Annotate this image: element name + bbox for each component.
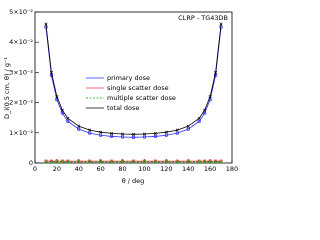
x-tick-label: 80 <box>118 165 126 173</box>
marker <box>109 159 114 164</box>
marker <box>142 135 147 139</box>
legend-label: multiple scatter dose <box>107 94 176 102</box>
marker <box>88 128 92 132</box>
chart: CLRP - TG43DB θ / deg D_i(0.5 cm, θ) / g… <box>3 8 238 185</box>
y-tick-label: 2×10⁻² <box>9 99 33 107</box>
y-tick-label: 3×10⁻² <box>9 68 33 76</box>
annotation: CLRP - TG43DB <box>178 14 228 22</box>
marker <box>65 159 70 164</box>
marker <box>88 131 92 135</box>
x-tick-label: 0 <box>33 165 37 173</box>
marker <box>202 111 207 115</box>
marker <box>142 159 147 164</box>
marker <box>55 159 59 164</box>
marker <box>109 134 114 139</box>
marker <box>219 22 223 26</box>
x-tick-label: 20 <box>53 165 61 173</box>
marker <box>197 119 201 123</box>
marker <box>213 159 218 164</box>
marker <box>121 132 125 136</box>
marker <box>131 135 136 139</box>
marker <box>77 127 81 131</box>
marker <box>76 159 81 164</box>
x-tick-label: 40 <box>75 165 83 173</box>
marker <box>60 111 65 115</box>
marker <box>44 159 48 164</box>
marker <box>153 134 158 139</box>
marker <box>164 130 168 134</box>
x-tick-label: 60 <box>97 165 105 173</box>
legend-box <box>82 72 170 116</box>
marker <box>142 132 146 136</box>
series-line <box>45 27 222 138</box>
y-tick-label: 4×10⁻² <box>9 38 33 46</box>
marker <box>120 135 125 139</box>
marker <box>175 128 179 132</box>
marker <box>186 127 190 131</box>
marker <box>164 133 168 137</box>
marker <box>98 159 103 164</box>
marker <box>202 159 207 164</box>
y-tick-label: 5×10⁻² <box>9 8 33 16</box>
marker <box>99 133 103 137</box>
marker <box>44 22 48 26</box>
marker <box>208 159 212 164</box>
marker <box>120 159 125 164</box>
marker <box>197 159 202 164</box>
x-tick-label: 160 <box>204 165 216 173</box>
marker <box>49 70 53 74</box>
marker <box>203 108 207 112</box>
marker <box>77 124 81 128</box>
marker <box>49 159 54 164</box>
marker <box>208 95 212 99</box>
marker <box>219 159 223 164</box>
marker <box>186 124 190 128</box>
marker <box>99 130 103 134</box>
x-tick-label: 100 <box>138 165 150 173</box>
marker <box>131 132 136 136</box>
marker <box>197 116 201 120</box>
marker <box>87 159 92 164</box>
y-tick-label: 0 <box>29 159 33 167</box>
marker <box>175 131 179 135</box>
marker <box>164 159 169 164</box>
legend-label: total dose <box>107 104 139 112</box>
marker <box>153 131 157 135</box>
marker <box>66 119 70 123</box>
marker <box>66 116 70 120</box>
x-tick-label: 120 <box>160 165 172 173</box>
marker <box>55 95 59 99</box>
x-tick-label: 140 <box>182 165 194 173</box>
marker <box>60 159 65 164</box>
marker <box>175 159 180 164</box>
marker <box>214 70 218 74</box>
marker <box>110 131 114 135</box>
marker <box>153 159 158 164</box>
marker <box>186 159 191 164</box>
marker <box>60 108 64 112</box>
x-tick-label: 180 <box>226 165 238 173</box>
legend-label: primary dose <box>107 74 150 82</box>
marker <box>131 159 136 164</box>
y-axis-label: D_i(0.5 cm, θ) / g⁻¹ <box>3 57 11 119</box>
x-axis-label: θ / deg <box>122 177 145 185</box>
y-tick-label: 1×10⁻² <box>9 129 33 137</box>
legend-label: single scatter dose <box>107 84 169 92</box>
